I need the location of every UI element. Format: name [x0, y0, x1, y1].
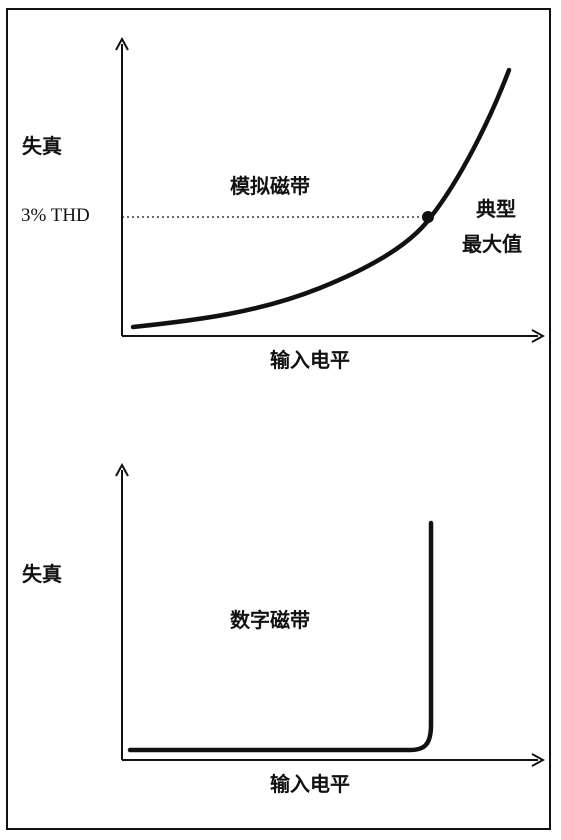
digital-tape-curve [127, 520, 434, 753]
bottom-x-axis-label: 输入电平 [270, 772, 350, 796]
top-y-axis-label: 失真 [22, 134, 62, 158]
analog-tape-label: 模拟磁带 [230, 174, 310, 198]
top-x-axis-label: 输入电平 [270, 348, 350, 372]
digital-tape-label: 数字磁带 [230, 608, 310, 632]
max-value-label: 最大值 [462, 232, 522, 256]
figure-frame [6, 8, 551, 830]
thd-label: 3% THD [21, 205, 90, 226]
typical-max-point [422, 211, 434, 223]
bottom-y-axis-label: 失真 [22, 562, 62, 586]
typical-label: 典型 [476, 197, 516, 221]
analog-tape-curve [130, 67, 512, 330]
